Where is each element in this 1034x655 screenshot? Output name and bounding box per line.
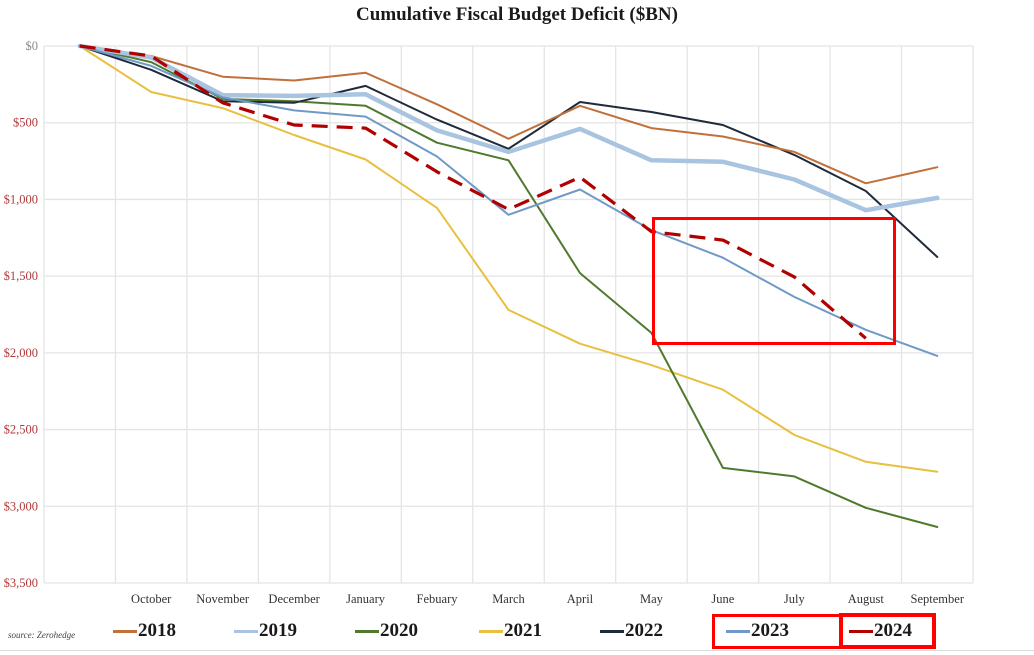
y-axis-ticks: $0 $500 $1,000 $1,500 $2,000 $2,500 $3,000 $3,5… (4, 39, 38, 590)
x-axis-ticks: October November December January Febuary Mar… (131, 592, 965, 606)
legend-swatch (849, 629, 873, 633)
y-tick-label: $3,000 (4, 499, 38, 513)
legend-swatch (479, 629, 503, 633)
y-tick-label: $2,000 (4, 346, 38, 360)
legend-label: 2020 (380, 620, 418, 641)
series-line-2019 (77, 43, 940, 213)
legend-label: 2021 (504, 620, 542, 641)
x-tick-label: August (848, 592, 885, 606)
x-tick-label: March (492, 592, 525, 606)
legend-item-2019: 2019 (234, 620, 297, 642)
legend-swatch (113, 629, 137, 633)
legend-swatch (355, 629, 379, 633)
legend-item-2021: 2021 (479, 620, 542, 642)
legend-label: 2024 (874, 620, 912, 641)
x-tick-label: January (346, 592, 386, 606)
y-tick-label: $1,500 (4, 269, 38, 283)
y-tick-label: $500 (13, 116, 38, 130)
legend-label: 2018 (138, 620, 176, 641)
x-tick-label: June (711, 592, 734, 606)
chart-title: Cumulative Fiscal Budget Deficit ($BN) (356, 4, 678, 25)
x-tick-label: October (131, 592, 172, 606)
legend-item-2023: 2023 (726, 620, 789, 642)
legend-label: 2023 (751, 620, 789, 641)
series-line-2023 (78, 45, 939, 357)
legend-highlight-2023 (712, 614, 842, 649)
series-line-2018 (78, 45, 939, 185)
legend-highlight-2024 (839, 613, 936, 649)
legend-label: 2019 (259, 620, 297, 641)
series-lines (77, 43, 940, 528)
series-line-2024 (79, 44, 867, 340)
legend-swatch (234, 629, 258, 633)
legend-swatch (600, 629, 624, 633)
bottom-rule (0, 650, 1034, 651)
x-tick-label: November (196, 592, 250, 606)
x-tick-label: September (911, 592, 965, 606)
x-tick-label: December (268, 592, 320, 606)
series-line-2021 (78, 45, 939, 473)
x-tick-label: May (640, 592, 664, 606)
highlight-annotation-box (652, 217, 896, 345)
x-tick-label: April (567, 592, 594, 606)
series-line-2020 (78, 45, 939, 528)
y-tick-label: $0 (26, 39, 39, 53)
legend-item-2024: 2024 (849, 620, 912, 642)
legend-item-2022: 2022 (600, 620, 663, 642)
y-tick-label: $1,000 (4, 192, 38, 206)
source-note: source: Zerohedge (8, 630, 76, 640)
x-tick-label: Febuary (417, 592, 459, 606)
legend-swatch (726, 629, 750, 633)
legend: 2018 2019 2020 2021 2022 2023 2024 (0, 620, 1034, 648)
grid (43, 45, 974, 584)
legend-item-2018: 2018 (113, 620, 176, 642)
x-tick-label: July (784, 592, 806, 606)
legend-item-2020: 2020 (355, 620, 418, 642)
y-tick-label: $3,500 (4, 576, 38, 590)
y-tick-label: $2,500 (4, 423, 38, 437)
legend-label: 2022 (625, 620, 663, 641)
